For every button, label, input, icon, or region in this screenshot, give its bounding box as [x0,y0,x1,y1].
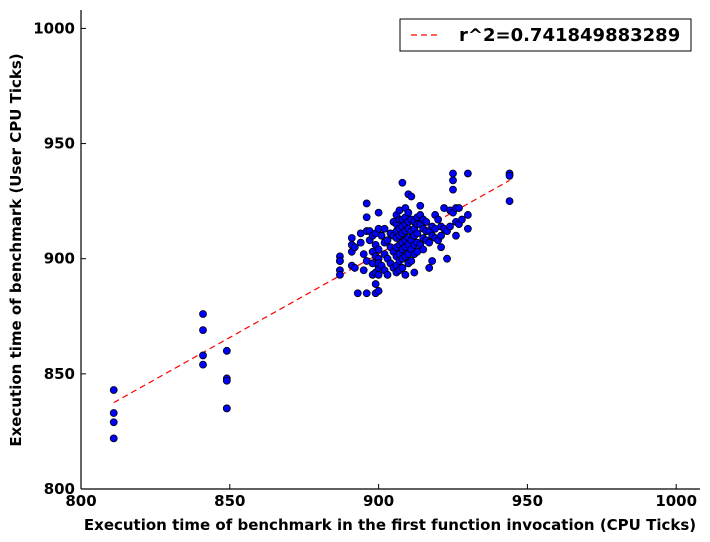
data-point [401,270,410,279]
data-point [407,257,416,265]
data-point [449,169,457,178]
data-point [404,208,413,217]
data-point [383,236,392,245]
data-point [452,231,460,240]
data-point [422,217,431,226]
data-point [222,346,231,355]
y-tick-label: 1000 [33,19,75,37]
x-tick-label: 850 [214,492,245,510]
data-point [463,211,472,219]
x-tick-label: 950 [512,492,543,510]
x-tick-label: 900 [363,492,394,510]
data-point [362,289,371,298]
data-point [374,270,383,279]
data-point [463,224,472,233]
x-ticks: 800 850 900 950 1000 [65,484,697,510]
data-point [347,234,356,242]
data-point [109,418,118,427]
data-point [449,185,457,194]
data-point [443,254,451,263]
data-point [458,215,466,224]
legend-box [399,18,692,52]
data-point [437,243,445,252]
data-point [446,222,454,231]
legend-label: r^2=0.741849883289 [459,25,680,46]
data-point [383,270,392,279]
y-tick-label: 900 [44,250,75,268]
data-point [505,197,514,206]
y-tick-label: 850 [44,365,75,383]
y-tick-label: 950 [44,135,75,153]
data-point [336,270,344,279]
data-point [199,360,207,369]
data-point [407,192,416,201]
data-point [222,404,231,413]
data-point [410,268,419,277]
data-point [353,289,362,298]
data-point [350,264,359,272]
data-point [425,264,434,272]
data-point [416,201,425,210]
data-point [377,231,386,240]
data-point [371,280,380,288]
fit-line-layer [113,179,510,404]
x-tick-label: 800 [65,492,96,510]
x-axis-label: Execution time of benchmark in the first… [84,516,696,534]
data-point [336,257,344,265]
data-point [362,199,371,208]
y-axis-label: Execution time of benchmark (User CPU Ti… [7,53,25,446]
y-ticks: 800 850 900 950 1000 [33,19,86,498]
data-point [449,176,457,185]
legend: r^2=0.741849883289 [399,18,692,52]
data-point [434,215,443,224]
data-point [398,178,407,187]
data-point [199,310,207,318]
data-point [109,434,118,443]
data-point [199,326,207,335]
data-point [437,231,445,240]
points-layer [109,169,514,443]
data-point [505,171,514,180]
data-point [374,208,383,217]
data-point [374,287,383,295]
data-point [425,238,434,247]
data-point [398,264,407,272]
data-point [109,386,118,394]
data-point [455,204,463,212]
x-tick-label: 1000 [655,492,697,510]
data-point [419,245,428,254]
data-point [374,245,383,254]
regression-line [113,179,510,404]
data-point [413,229,422,238]
data-point [356,238,365,247]
y-tick-label: 800 [44,480,75,498]
data-point [380,224,389,233]
data-point [362,213,371,222]
data-point [428,257,437,265]
data-point [359,250,368,259]
data-point [222,376,231,385]
data-point [359,266,368,275]
data-point [463,169,472,178]
data-point [350,243,359,252]
data-point [109,409,118,417]
data-point [199,351,207,360]
